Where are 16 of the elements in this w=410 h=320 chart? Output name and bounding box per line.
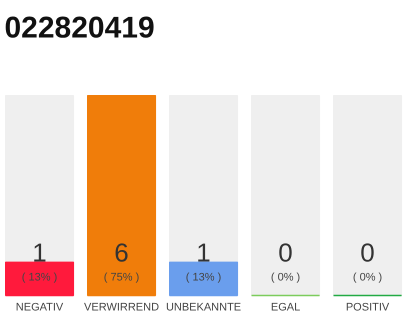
annotation: ( 0% ) bbox=[270, 272, 300, 284]
x-tick-label: VERWIRREND bbox=[84, 302, 160, 314]
x-tick-label: POSITIV bbox=[346, 302, 390, 314]
data-label: 0 bbox=[360, 238, 375, 268]
data-label: 0 bbox=[278, 238, 293, 268]
x-tick-label: NEGATIV bbox=[16, 302, 64, 314]
annotation: ( 13% ) bbox=[22, 272, 58, 284]
chart-title: 022820419 bbox=[4, 12, 155, 44]
x-tick-label: EGAL bbox=[270, 302, 300, 314]
data-label: 1 bbox=[32, 238, 47, 268]
annotation: ( 75% ) bbox=[104, 272, 140, 284]
data-label: 1 bbox=[196, 238, 211, 268]
annotation: ( 13% ) bbox=[186, 272, 222, 284]
x-tick-label: UNBEKANNTE bbox=[166, 302, 242, 314]
data-label: 6 bbox=[114, 238, 129, 268]
annotation: ( 0% ) bbox=[352, 272, 382, 284]
